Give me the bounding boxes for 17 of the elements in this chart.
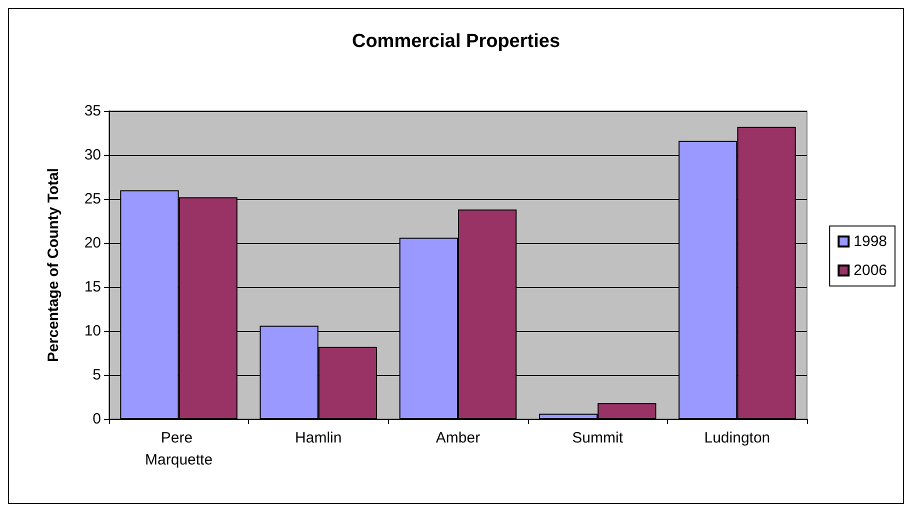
x-tick-label: Ludington	[704, 430, 770, 446]
y-tick-label: 0	[92, 410, 101, 428]
x-tick-label: Amber	[436, 430, 480, 446]
x-tick-label: Hamlin	[295, 430, 342, 446]
y-tick-label: 10	[84, 322, 101, 340]
y-axis-title: Percentage of County Total	[45, 168, 62, 362]
chart-title: Commercial Properties	[352, 31, 560, 52]
y-tick-label: 5	[92, 366, 101, 384]
y-tick-label: 20	[84, 234, 101, 252]
x-tick-label: Summit	[572, 430, 624, 446]
x-tick-label: Pere Marquette	[145, 430, 213, 468]
y-tick-label: 25	[84, 190, 101, 208]
y-tick-label: 30	[84, 146, 101, 164]
y-tick-label: 35	[84, 102, 101, 120]
legend-label: 1998	[854, 233, 888, 250]
legend-label: 2006	[854, 262, 888, 279]
y-tick-label: 15	[84, 278, 101, 296]
